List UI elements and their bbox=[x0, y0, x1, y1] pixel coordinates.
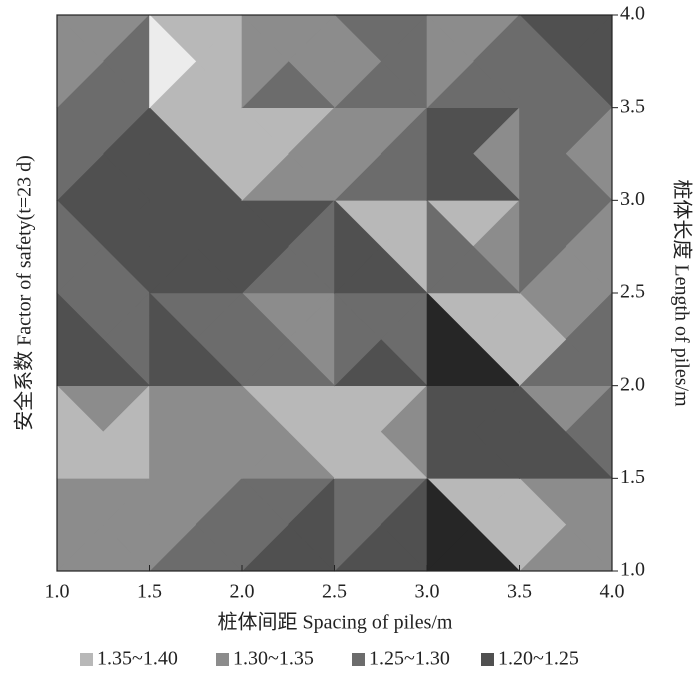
triangle bbox=[426, 14, 474, 109]
x-tick-label: 1.0 bbox=[45, 581, 70, 603]
triangle bbox=[519, 106, 567, 202]
legend-swatch bbox=[352, 653, 365, 666]
triangle bbox=[241, 477, 289, 572]
triangle bbox=[334, 14, 382, 109]
triangle bbox=[149, 14, 197, 109]
triangle bbox=[334, 384, 382, 480]
x-tick-label: 4.0 bbox=[600, 581, 625, 603]
x-tick-label: 1.5 bbox=[137, 581, 162, 603]
triangle bbox=[519, 14, 567, 109]
legend-swatch bbox=[80, 653, 93, 666]
legend-swatch bbox=[481, 653, 494, 666]
legend-label: 1.30~1.35 bbox=[233, 648, 314, 670]
x-tick-label: 3.0 bbox=[415, 581, 440, 603]
y-axis-label: 安全系数 Factor of safety(t=23 d) bbox=[13, 155, 36, 431]
y-tick-label: 1.5 bbox=[620, 466, 645, 488]
triangle bbox=[519, 477, 567, 572]
triangle bbox=[149, 199, 197, 294]
legend-label: 1.25~1.30 bbox=[369, 648, 450, 670]
triangle bbox=[426, 384, 474, 480]
triangle bbox=[334, 292, 382, 387]
triangle bbox=[149, 384, 197, 480]
y-tick-label: 3.5 bbox=[620, 95, 645, 117]
triangle bbox=[149, 292, 197, 387]
triangle bbox=[519, 292, 567, 387]
y-tick-label: 2.0 bbox=[620, 373, 645, 395]
x-tick-label: 2.0 bbox=[230, 581, 255, 603]
triangle bbox=[426, 292, 474, 387]
triangle bbox=[241, 106, 289, 202]
triangle bbox=[519, 384, 567, 480]
triangle bbox=[426, 477, 474, 572]
triangle bbox=[426, 199, 474, 294]
x-axis-label: 桩体间距 Spacing of piles/m bbox=[218, 611, 453, 634]
triangle bbox=[334, 106, 382, 202]
triangle bbox=[426, 106, 474, 202]
y-tick-label: 1.0 bbox=[620, 559, 645, 581]
triangle bbox=[149, 477, 197, 572]
y-tick-label: 2.5 bbox=[620, 281, 645, 303]
x-tick-label: 3.5 bbox=[507, 581, 532, 603]
y2-axis-label: 桩体长度 Length of piles/m bbox=[670, 179, 693, 407]
triangle bbox=[241, 14, 289, 109]
triangle bbox=[334, 199, 382, 294]
triangle bbox=[241, 292, 289, 387]
triangle bbox=[519, 199, 567, 294]
legend-label: 1.35~1.40 bbox=[97, 648, 178, 670]
triangle bbox=[241, 384, 289, 480]
triangle bbox=[149, 106, 197, 202]
legend-swatch bbox=[216, 653, 229, 666]
triangle bbox=[241, 199, 289, 294]
plot-area bbox=[56, 14, 613, 572]
x-tick-label: 2.5 bbox=[322, 581, 347, 603]
legend-label: 1.20~1.25 bbox=[498, 648, 579, 670]
triangle bbox=[334, 477, 382, 572]
y-tick-label: 4.0 bbox=[620, 3, 645, 25]
y-tick-label: 3.0 bbox=[620, 188, 645, 210]
